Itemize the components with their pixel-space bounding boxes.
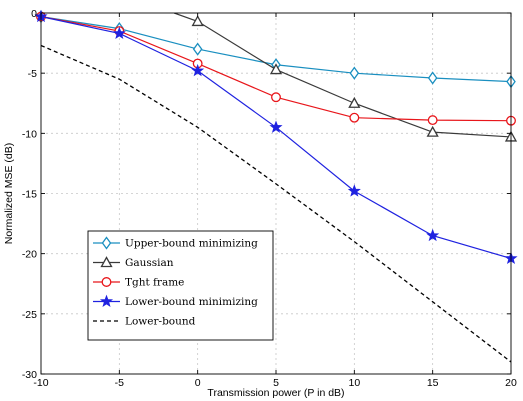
y-tick-label: -20 <box>22 249 37 261</box>
legend-entry: Lower-bound <box>93 316 196 328</box>
legend-entry: Tght frame <box>93 277 184 289</box>
data-point <box>191 63 205 77</box>
ticks: -10 -5 0 5 10 15 20 0 -5 -10 -15 -20 -25 -30 <box>22 8 517 389</box>
x-tick-label: -5 <box>115 377 124 389</box>
data-point <box>426 228 440 242</box>
legend-box <box>87 230 274 341</box>
data-point <box>269 63 283 75</box>
legend-label: Lower-bound minimizing <box>125 296 258 308</box>
x-tick-label: 0 <box>195 377 201 389</box>
legend: Upper-bound minimizing Gaussian Tght frame… <box>87 230 274 341</box>
data-point <box>192 42 203 56</box>
data-point <box>427 71 438 85</box>
data-point <box>427 115 438 126</box>
data-point <box>112 26 126 40</box>
data-point <box>426 125 439 137</box>
y-tick-label: 0 <box>31 8 37 20</box>
data-point <box>349 112 360 123</box>
series-lower-bound <box>41 44 511 363</box>
data-point <box>191 15 204 27</box>
legend-entry: Lower-bound minimizing <box>93 294 258 308</box>
series-line <box>173 13 511 138</box>
legend-entry: Upper-bound minimizing <box>93 236 258 250</box>
legend-label: Gaussian <box>125 257 174 269</box>
x-tick-label: 15 <box>427 377 439 389</box>
legend-marker <box>101 277 112 287</box>
series-gaussian <box>173 13 518 142</box>
legend-marker <box>101 236 112 250</box>
y-axis-label: Normalized MSE (dB) <box>3 143 15 245</box>
data-point <box>349 66 360 80</box>
legend-entry: Gaussian <box>93 256 174 269</box>
legend-label: Upper-bound minimizing <box>125 238 258 250</box>
data-point <box>348 96 361 108</box>
y-tick-label: -15 <box>22 189 37 201</box>
legend-marker <box>99 294 114 308</box>
data-point <box>271 92 281 103</box>
legend-marker <box>100 256 113 268</box>
series-line <box>41 44 511 363</box>
y-tick-label: -10 <box>22 128 37 140</box>
x-tick-label: 5 <box>273 377 279 389</box>
data-point <box>347 184 361 197</box>
x-axis-label: Transmission power (P in dB) <box>207 387 344 399</box>
y-tick-label: -25 <box>22 309 37 321</box>
series-line <box>41 16 511 260</box>
data-point <box>269 120 283 133</box>
legend-label: Lower-bound <box>125 316 196 328</box>
x-tick-label: -10 <box>33 377 48 389</box>
x-tick-label: 10 <box>348 377 360 389</box>
legend-label: Tght frame <box>125 277 184 289</box>
y-tick-label: -5 <box>28 68 37 80</box>
x-tick-label: 20 <box>505 377 517 389</box>
y-tick-label: -30 <box>22 369 37 381</box>
